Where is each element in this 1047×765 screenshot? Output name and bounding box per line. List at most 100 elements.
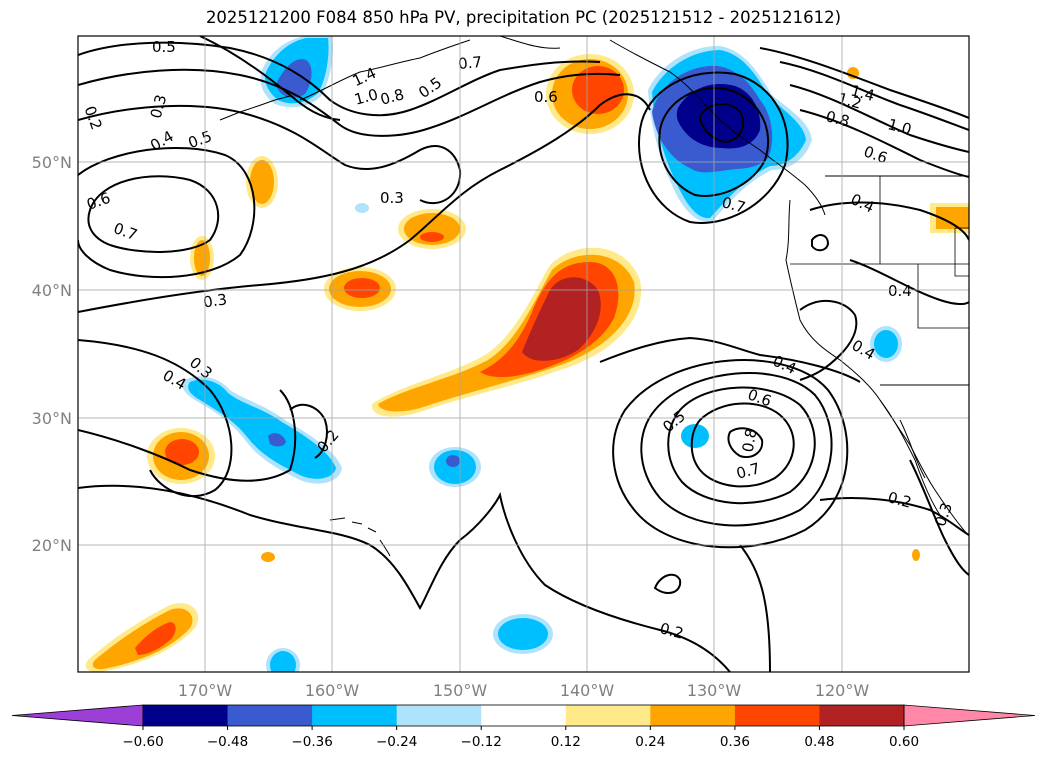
pv-label: 0.2 <box>81 104 106 133</box>
pv-label: 0.8 <box>378 85 406 109</box>
colorbar-segment <box>650 705 736 726</box>
pv-contour-subtropical-high-2 <box>667 386 816 505</box>
pv-label: 0.6 <box>861 142 890 167</box>
precip-blob-44n-hi <box>420 232 444 242</box>
pv-label: 0.5 <box>152 38 176 56</box>
precipitation-shading <box>85 36 969 672</box>
precip-negative-14n-b <box>498 618 548 650</box>
precip-blob-east-edge-mid <box>936 207 969 229</box>
colorbar-segment <box>312 705 398 726</box>
pv-label: 0.8 <box>824 107 852 131</box>
precip-negative-30n-streak-c <box>268 433 286 447</box>
longitude-labels: 170°W 160°W 150°W 140°W 130°W 120°W <box>178 681 870 700</box>
pv-label: 0.6 <box>534 88 558 106</box>
colorbar-tick-label: −0.48 <box>207 734 248 750</box>
pv-label: 1.0 <box>886 115 914 139</box>
pv-label: 1.4 <box>849 81 877 105</box>
colorbar-extend-min <box>11 704 144 727</box>
precip-negative-29n <box>681 424 709 448</box>
coastline-north-america <box>785 199 969 536</box>
colorbar-tick-label: 0.12 <box>551 734 581 750</box>
precip-streak-southwest-hi <box>135 622 176 655</box>
lat-label: 50°N <box>32 153 72 172</box>
colorbar-ticks: −0.60 −0.48 −0.36 −0.24 −0.12 0.12 0.24 0.36 0.4… <box>122 726 919 750</box>
pv-contour-coastal-cut <box>799 299 858 381</box>
lon-label: 160°W <box>305 681 360 700</box>
pv-label: 0.2 <box>886 488 914 512</box>
lat-label: 40°N <box>32 281 72 300</box>
coastline-baja <box>879 399 941 516</box>
colorbar: −0.60 −0.48 −0.36 −0.24 −0.12 0.12 0.24 0.36 0.4… <box>11 704 1036 750</box>
pv-label: 0.3 <box>147 93 171 121</box>
precip-blob-56n-hi <box>572 66 624 114</box>
pv-label: 0.7 <box>457 53 482 73</box>
colorbar-tick-label: −0.24 <box>376 734 417 750</box>
aleutian-islands <box>219 95 291 121</box>
pv-contour-0p3-sw <box>78 389 297 482</box>
colorbar-frame <box>142 704 905 727</box>
pv-contour-canada-ridge <box>759 47 969 178</box>
pv-label: 0.7 <box>720 193 748 217</box>
pv-label: 0.4 <box>147 127 177 155</box>
pv-contour-subtropical-high-5 <box>727 427 764 458</box>
pv-contour-small-cell <box>811 234 830 252</box>
precip-negative-30n-streak-b <box>188 379 336 479</box>
coastlines <box>219 36 969 557</box>
lon-label: 140°W <box>560 681 615 700</box>
precip-dot-c <box>912 549 920 561</box>
pv-contour-west-cutoff-2 <box>78 146 256 279</box>
precip-dot-b <box>261 552 275 562</box>
pv-label: 0.4 <box>848 190 877 216</box>
pv-contour-gulf-alaska-low <box>658 87 770 197</box>
precip-blob-42n-west-mid <box>194 240 210 276</box>
colorbar-segments <box>11 704 1036 727</box>
colorbar-tick-label: 0.36 <box>720 734 750 750</box>
pv-contour-0p2-south <box>78 484 731 672</box>
precip-blob-27n-west-hi <box>165 439 199 465</box>
pv-contour-0p3-southeast <box>909 459 969 576</box>
lon-label: 170°W <box>178 681 233 700</box>
pv-contour-north-1 <box>78 41 601 117</box>
lon-label: 120°W <box>815 681 870 700</box>
colorbar-tick-label: −0.36 <box>291 734 332 750</box>
colorbar-segment <box>143 705 229 726</box>
pv-contour-subtropical-high-3 <box>640 371 833 527</box>
pv-label: 1.0 <box>352 85 380 109</box>
colorbar-tick-label: 0.60 <box>889 734 919 750</box>
graticule <box>78 36 969 672</box>
lat-label: 30°N <box>32 409 72 428</box>
colorbar-segment <box>396 705 482 726</box>
precip-negative-aleutian-c <box>276 59 312 98</box>
state-borders <box>790 176 969 329</box>
coastline-alaska <box>299 36 826 216</box>
pv-label: 1.2 <box>836 89 864 113</box>
precip-blob-44n-mid <box>404 213 460 245</box>
pv-contour-0p4-east <box>599 336 861 383</box>
pv-contour-small-loop-south <box>653 573 682 595</box>
precip-blob-48n-west-mid <box>250 160 274 204</box>
precip-negative-26n-c <box>446 455 460 467</box>
precip-negative-south-edge-b <box>270 651 296 672</box>
colorbar-tick-label: −0.12 <box>461 734 502 750</box>
pv-contour-north-2 <box>78 68 621 137</box>
pv-label: 0.6 <box>745 385 774 410</box>
pv-label: 0.3 <box>202 290 228 311</box>
pv-label: 0.7 <box>111 219 140 244</box>
pv-label: 0.6 <box>84 189 113 214</box>
colorbar-tick-label: −0.60 <box>122 734 163 750</box>
pv-contour-0p2-southeast <box>739 497 969 672</box>
colorbar-extend-max <box>903 704 1036 727</box>
precip-negative-47n <box>355 203 369 213</box>
colorbar-segment <box>481 705 567 726</box>
pv-contour-north-4 <box>199 36 341 121</box>
hawaii-islands <box>329 517 391 557</box>
colorbar-segment <box>227 705 313 726</box>
colorbar-tick-label: 0.48 <box>804 734 834 750</box>
pv-label: 0.7 <box>734 459 762 483</box>
pv-label: 0.3 <box>380 189 404 207</box>
pv-contour-west-cutoff <box>87 175 220 253</box>
map-field: 0.5 0.2 0.3 0.4 0.5 0.6 0.7 1.4 1.0 0.8 … <box>78 36 969 672</box>
pv-label: 0.4 <box>770 352 799 378</box>
map-title: 2025121200 F084 850 hPa PV, precipitatio… <box>205 8 842 27</box>
